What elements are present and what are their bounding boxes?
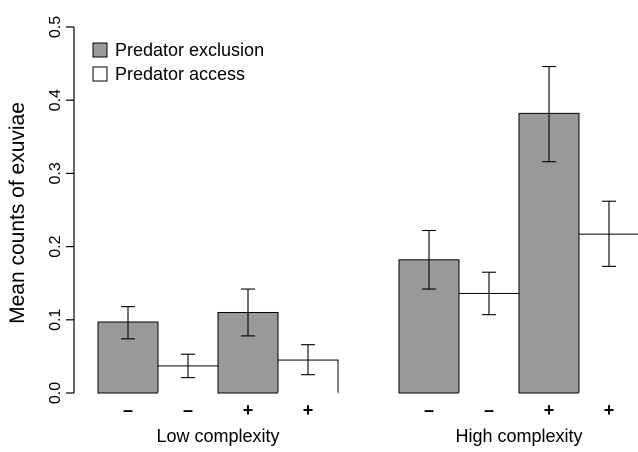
- group-label: High complexity: [455, 426, 582, 446]
- legend-label: Predator access: [115, 64, 245, 84]
- x-tick-label: –: [183, 400, 193, 420]
- legend-label: Predator exclusion: [115, 40, 264, 60]
- y-tick-label: 0.2: [47, 235, 64, 257]
- x-tick-label: –: [484, 400, 494, 420]
- y-tick-label: 0.5: [47, 16, 64, 38]
- error-bars: [121, 65, 616, 379]
- y-axis: 0.0 0.1 0.2 0.3 0.4 0.5: [47, 16, 75, 404]
- y-axis-label: Mean counts of exuviae: [6, 102, 29, 324]
- group-label: Low complexity: [156, 426, 279, 446]
- x-tick-label: +: [243, 400, 254, 420]
- x-tick-label: +: [303, 400, 314, 420]
- y-tick-label: 0.4: [47, 89, 64, 111]
- legend-swatch: [92, 66, 108, 82]
- legend: Predator exclusion Predator access: [92, 40, 264, 84]
- group-labels: Low complexity High complexity: [156, 426, 582, 446]
- x-tick-label: –: [424, 400, 434, 420]
- y-tick-label: 0.1: [47, 309, 64, 331]
- bars: [97, 112, 638, 395]
- legend-swatch: [92, 42, 108, 58]
- x-tick-label: +: [544, 400, 555, 420]
- y-tick-label: 0.3: [47, 162, 64, 184]
- y-tick-label: 0.0: [47, 382, 64, 404]
- x-tick-label: –: [123, 400, 133, 420]
- x-tick-label: +: [604, 400, 615, 420]
- x-ticks: – – + + – – + +: [123, 400, 614, 420]
